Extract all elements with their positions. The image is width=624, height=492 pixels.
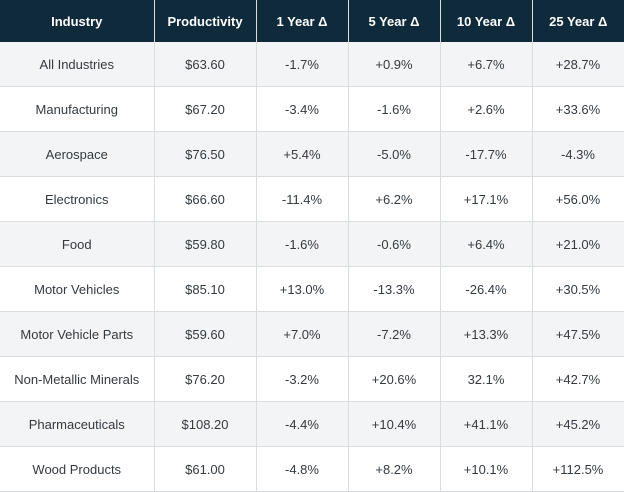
table-body: All Industries $63.60 -1.7% +0.9% +6.7% … (0, 42, 624, 492)
cell-25-year-change: +47.5% (532, 311, 624, 357)
cell-10-year-change: +10.1% (440, 446, 533, 492)
cell-10-year-change: -26.4% (440, 266, 533, 312)
cell-industry: Non-Metallic Minerals (0, 356, 155, 402)
header-1-year-change: 1 Year Δ (256, 0, 349, 42)
table-row: Motor Vehicle Parts $59.60 +7.0% -7.2% +… (0, 311, 624, 357)
cell-5-year-change: +0.9% (348, 42, 441, 87)
cell-industry: Pharmaceuticals (0, 401, 155, 447)
cell-productivity: $66.60 (154, 176, 257, 222)
cell-1-year-change: +7.0% (256, 311, 349, 357)
cell-10-year-change: +13.3% (440, 311, 533, 357)
cell-1-year-change: +5.4% (256, 131, 349, 177)
cell-1-year-change: -3.2% (256, 356, 349, 402)
cell-5-year-change: -1.6% (348, 86, 441, 132)
table-row: Manufacturing $67.20 -3.4% -1.6% +2.6% +… (0, 86, 624, 132)
cell-5-year-change: +20.6% (348, 356, 441, 402)
cell-1-year-change: -4.8% (256, 446, 349, 492)
header-25-year-change: 25 Year Δ (532, 0, 624, 42)
cell-25-year-change: +30.5% (532, 266, 624, 312)
cell-1-year-change: -3.4% (256, 86, 349, 132)
cell-25-year-change: +21.0% (532, 221, 624, 267)
cell-5-year-change: +10.4% (348, 401, 441, 447)
table-row: Pharmaceuticals $108.20 -4.4% +10.4% +41… (0, 401, 624, 447)
cell-25-year-change: +42.7% (532, 356, 624, 402)
cell-productivity: $85.10 (154, 266, 257, 312)
cell-1-year-change: -4.4% (256, 401, 349, 447)
cell-5-year-change: -7.2% (348, 311, 441, 357)
cell-5-year-change: -5.0% (348, 131, 441, 177)
cell-1-year-change: -11.4% (256, 176, 349, 222)
cell-25-year-change: +56.0% (532, 176, 624, 222)
cell-25-year-change: +45.2% (532, 401, 624, 447)
cell-1-year-change: +13.0% (256, 266, 349, 312)
cell-productivity: $67.20 (154, 86, 257, 132)
cell-5-year-change: +6.2% (348, 176, 441, 222)
cell-10-year-change: +17.1% (440, 176, 533, 222)
cell-25-year-change: +33.6% (532, 86, 624, 132)
table-row: Wood Products $61.00 -4.8% +8.2% +10.1% … (0, 446, 624, 492)
cell-productivity: $59.60 (154, 311, 257, 357)
cell-10-year-change: +41.1% (440, 401, 533, 447)
table-row: Aerospace $76.50 +5.4% -5.0% -17.7% -4.3… (0, 131, 624, 177)
cell-25-year-change: +28.7% (532, 42, 624, 87)
cell-productivity: $61.00 (154, 446, 257, 492)
table-row: All Industries $63.60 -1.7% +0.9% +6.7% … (0, 42, 624, 87)
cell-industry: Food (0, 221, 155, 267)
cell-5-year-change: -0.6% (348, 221, 441, 267)
header-5-year-change: 5 Year Δ (348, 0, 441, 42)
cell-industry: Motor Vehicle Parts (0, 311, 155, 357)
header-productivity: Productivity (154, 0, 257, 42)
cell-25-year-change: +112.5% (532, 446, 624, 492)
cell-productivity: $108.20 (154, 401, 257, 447)
cell-industry: Motor Vehicles (0, 266, 155, 312)
cell-10-year-change: +6.4% (440, 221, 533, 267)
table-row: Electronics $66.60 -11.4% +6.2% +17.1% +… (0, 176, 624, 222)
table-row: Food $59.80 -1.6% -0.6% +6.4% +21.0% (0, 221, 624, 267)
cell-10-year-change: +6.7% (440, 42, 533, 87)
cell-productivity: $63.60 (154, 42, 257, 87)
header-industry: Industry (0, 0, 155, 42)
cell-5-year-change: -13.3% (348, 266, 441, 312)
header-10-year-change: 10 Year Δ (440, 0, 533, 42)
cell-industry: Electronics (0, 176, 155, 222)
cell-productivity: $76.50 (154, 131, 257, 177)
cell-1-year-change: -1.7% (256, 42, 349, 87)
cell-1-year-change: -1.6% (256, 221, 349, 267)
cell-industry: Manufacturing (0, 86, 155, 132)
table-header: Industry Productivity 1 Year Δ 5 Year Δ … (0, 0, 624, 42)
table-row: Motor Vehicles $85.10 +13.0% -13.3% -26.… (0, 266, 624, 312)
cell-10-year-change: 32.1% (440, 356, 533, 402)
header-row: Industry Productivity 1 Year Δ 5 Year Δ … (0, 0, 624, 42)
cell-industry: All Industries (0, 42, 155, 87)
cell-productivity: $59.80 (154, 221, 257, 267)
cell-industry: Aerospace (0, 131, 155, 177)
cell-industry: Wood Products (0, 446, 155, 492)
cell-25-year-change: -4.3% (532, 131, 624, 177)
cell-10-year-change: -17.7% (440, 131, 533, 177)
table-row: Non-Metallic Minerals $76.20 -3.2% +20.6… (0, 356, 624, 402)
cell-5-year-change: +8.2% (348, 446, 441, 492)
cell-productivity: $76.20 (154, 356, 257, 402)
cell-10-year-change: +2.6% (440, 86, 533, 132)
